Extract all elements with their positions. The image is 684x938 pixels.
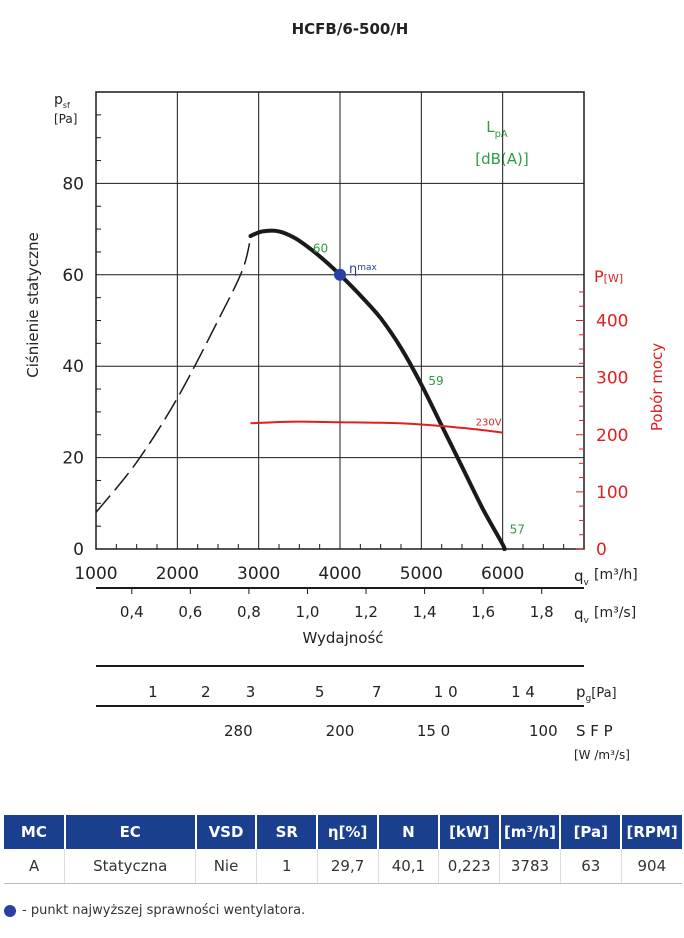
x2-axis-symbol: qv [574,605,590,626]
sfp-tick-label: 15 0 [417,722,450,740]
y2-tick-label: 0 [596,540,607,560]
cell-sr: 1 [256,849,318,884]
sfp-tick-label: 200 [326,722,355,740]
y2-tick-label: 200 [596,426,628,446]
header-rpm: [RPM] [621,815,682,849]
x-tick-label: 2000 [156,564,199,584]
cell-ec: Statyczna [64,849,197,884]
x2-ticks: 0,4 0,6 0,8 1,0 1,2 1,4 1,6 1,8 [120,588,554,621]
pg-ticks: 1 2 3 5 7 1 0 1 4 [148,683,535,701]
y2-axis-label: Pobór mocy [648,343,666,431]
eta-max-point [334,268,346,281]
cell-kw: 0,223 [438,849,501,884]
pg-tick-label: 2 [201,683,211,701]
lpa-label: LpA [486,118,508,140]
lpa-point-label: 57 [510,522,525,536]
spec-table: MC EC VSD SR η[%] N [kW] [m³/h] [Pa] [RP… [4,815,682,884]
lpa-point-label: 59 [428,374,443,388]
cell-eta: 29,7 [317,849,379,884]
pg-tick-label: 7 [372,683,382,701]
cell-mc: A [4,849,66,884]
eta-max-label: ηmax [349,262,378,277]
pg-tick-label: 5 [315,683,325,701]
y-tick-label: 0 [73,540,84,560]
y-axis-label: Ciśnienie statyczne [24,232,42,378]
header-mc: MC [4,815,66,849]
sfp-tick-label: 100 [529,722,558,740]
header-pa: [Pa] [560,815,623,849]
cell-pa: 63 [560,849,622,884]
y-axis-symbol: psf [54,92,70,110]
header-eta: η[%] [317,815,379,849]
pressure-curve [248,228,507,552]
power-curve [250,420,503,434]
sfp-label: S F P [576,722,613,740]
x2-tick-label: 1,0 [296,603,320,621]
x-tick-label: 1000 [74,564,117,584]
x-tick-label: 4000 [318,564,361,584]
y-tick-label: 40 [62,357,84,377]
chart-title: HCFB/6-500/H [292,20,409,38]
pg-tick-label: 1 0 [434,683,458,701]
x2-axis-unit: [m³/s] [594,605,636,621]
cell-n: 40,1 [378,849,440,884]
pressure-curve-stalled [95,238,252,513]
header-n: N [378,815,440,849]
sfp-ticks: 280 200 15 0 100 [224,722,558,740]
fan-performance-chart: HCFB/6-500/H psf [Pa] Ciśnienie statyczn… [24,20,666,762]
lpa-points: 60 59 57 [313,241,525,536]
header-flow: [m³/h] [499,815,562,849]
lpa-unit: [dB(A)] [475,150,528,168]
grid [95,91,585,550]
x2-tick-label: 0,4 [120,603,144,621]
pg-tick-label: 1 [148,683,158,701]
x-tick-label: 3000 [237,564,280,584]
x2-tick-label: 1,8 [530,603,554,621]
y2-tick-label: 300 [596,369,628,389]
x2-tick-label: 0,6 [178,603,202,621]
x-axis-symbol: qv [574,567,590,588]
y-ticks: 0 20 40 60 80 [62,174,84,560]
x-ticks: 1000 2000 3000 4000 5000 6000 [74,564,524,584]
cell-flow: 3783 [499,849,561,884]
header-kw: [kW] [438,815,501,849]
sfp-tick-label: 280 [224,722,253,740]
sfp-unit: [W /m³/s] [574,748,630,762]
lpa-point-label: 60 [313,241,328,255]
x2-tick-label: 1,2 [354,603,378,621]
y2-ticks: 0 100 200 300 400 [596,312,628,561]
x-axis-unit: [m³/h] [594,567,638,583]
cell-vsd: Nie [195,849,257,884]
x-tick-label: 6000 [481,564,524,584]
x2-tick-label: 1,6 [471,603,495,621]
pg-tick-label: 3 [246,683,256,701]
y-tick-label: 60 [62,266,84,286]
cell-rpm: 904 [621,849,682,884]
x2-tick-label: 1,4 [413,603,437,621]
x-tick-label: 5000 [400,564,443,584]
y-tick-label: 80 [62,174,84,194]
pg-axis-symbol: pg[Pa] [576,683,617,704]
y2-tick-label: 100 [596,483,628,503]
legend-text: - punkt najwyższej sprawności wentylator… [22,903,306,918]
pg-tick-label: 1 4 [511,683,535,701]
header-ec: EC [64,815,197,849]
x2-tick-label: 0,8 [237,603,261,621]
x-axis-label: Wydajność [302,629,383,647]
y-axis-unit: [Pa] [54,112,77,126]
header-sr: SR [256,815,319,849]
spec-table-header: MC EC VSD SR η[%] N [kW] [m³/h] [Pa] [RP… [4,815,682,849]
eta-max-legend-dot [4,904,16,917]
power-curve-label: 230V [476,417,502,428]
y2-tick-label: 400 [596,312,628,332]
header-vsd: VSD [195,815,258,849]
legend: - punkt najwyższej sprawności wentylator… [4,903,305,918]
y-tick-label: 20 [62,449,84,469]
y2-axis-symbol: P[W] [594,267,623,286]
table-row: A Statyczna Nie 1 29,7 40,1 0,223 3783 6… [4,849,682,884]
